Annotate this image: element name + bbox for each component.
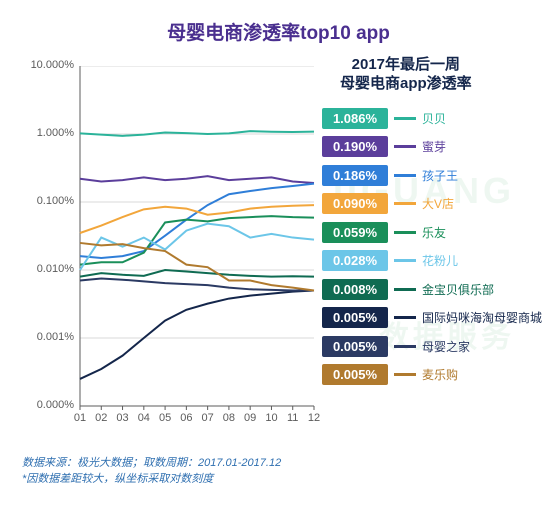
legend-row: 1.086% 贝贝 (322, 106, 542, 130)
legend-badge: 0.190% (322, 136, 388, 157)
legend-label: 花粉儿 (422, 252, 458, 269)
legend-swatch (394, 145, 416, 148)
legend-label: 贝贝 (422, 110, 446, 127)
legend-row: 0.005% 麦乐购 (322, 363, 542, 387)
legend-swatch (394, 345, 416, 348)
legend-badge: 0.005% (322, 307, 388, 328)
x-tick-label: 12 (304, 412, 324, 424)
legend-badge: 1.086% (322, 108, 388, 129)
x-tick-label: 07 (198, 412, 218, 424)
legend-label: 乐友 (422, 224, 446, 241)
legend-badge: 0.008% (322, 279, 388, 300)
x-tick-label: 04 (134, 412, 154, 424)
legend-badge: 0.090% (322, 193, 388, 214)
legend-swatch (394, 174, 416, 177)
chart-title: 母婴电商渗透率top10 app (0, 0, 557, 45)
series-line (80, 205, 314, 233)
legend-row: 0.028% 花粉儿 (322, 249, 542, 273)
legend-badge: 0.186% (322, 165, 388, 186)
legend-swatch (394, 316, 416, 319)
legend-row: 0.005% 国际妈咪海淘母婴商城 (322, 306, 542, 330)
legend-label: 蜜芽 (422, 138, 446, 155)
series-line (80, 243, 314, 291)
x-tick-label: 03 (113, 412, 133, 424)
x-tick-label: 10 (261, 412, 281, 424)
legend-badge: 0.059% (322, 222, 388, 243)
y-tick-label: 0.000% (18, 399, 74, 411)
legend-swatch (394, 373, 416, 376)
legend-swatch (394, 117, 416, 120)
legend-label: 金宝贝俱乐部 (422, 281, 494, 298)
legend-label: 麦乐购 (422, 366, 458, 383)
legend-row: 0.008% 金宝贝俱乐部 (322, 277, 542, 301)
footer-source: 数据来源：极光大数据；取数周期：2017.01-2017.12 *因数据差距较大… (22, 454, 281, 486)
x-tick-label: 11 (283, 412, 303, 424)
legend-swatch (394, 231, 416, 234)
legend-label: 母婴之家 (422, 338, 470, 355)
legend-swatch (394, 259, 416, 262)
x-tick-label: 02 (91, 412, 111, 424)
legend: 1.086% 贝贝 0.190% 蜜芽 0.186% 孩子王 0.090% 大V店 0.059%… (322, 106, 542, 391)
legend-swatch (394, 202, 416, 205)
y-tick-label: 0.001% (18, 331, 74, 343)
legend-row: 0.059% 乐友 (322, 220, 542, 244)
y-tick-label: 10.000% (18, 59, 74, 71)
legend-label: 国际妈咪海淘母婴商城 (422, 309, 542, 326)
series-line (80, 176, 314, 183)
series-line (80, 270, 314, 277)
x-tick-label: 01 (70, 412, 90, 424)
legend-badge: 0.005% (322, 336, 388, 357)
y-tick-label: 0.010% (18, 263, 74, 275)
legend-badge: 0.028% (322, 250, 388, 271)
x-tick-label: 08 (219, 412, 239, 424)
legend-label: 大V店 (422, 195, 454, 212)
legend-row: 0.090% 大V店 (322, 192, 542, 216)
legend-label: 孩子王 (422, 167, 458, 184)
x-tick-label: 09 (240, 412, 260, 424)
legend-badge: 0.005% (322, 364, 388, 385)
series-line (80, 278, 314, 290)
y-tick-label: 0.100% (18, 195, 74, 207)
y-tick-label: 1.000% (18, 127, 74, 139)
legend-row: 0.190% 蜜芽 (322, 135, 542, 159)
legend-row: 0.186% 孩子王 (322, 163, 542, 187)
x-tick-label: 05 (155, 412, 175, 424)
legend-swatch (394, 288, 416, 291)
legend-row: 0.005% 母婴之家 (322, 334, 542, 358)
x-tick-label: 06 (176, 412, 196, 424)
series-line (80, 290, 314, 378)
